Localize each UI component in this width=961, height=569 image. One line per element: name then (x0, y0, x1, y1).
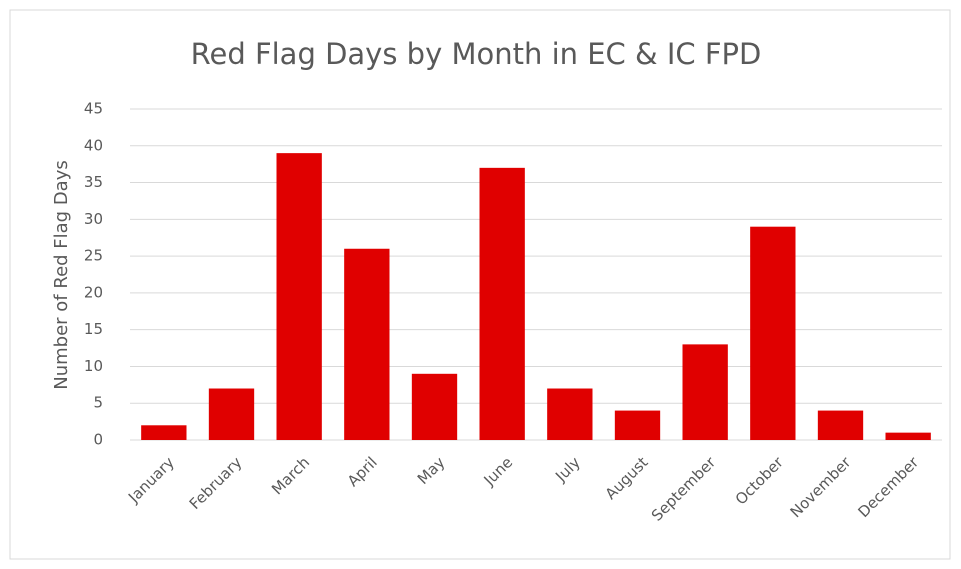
chart-title: Red Flag Days by Month in EC & IC FPD (191, 37, 762, 71)
bar (344, 248, 390, 440)
y-tick-label: 45 (84, 100, 103, 118)
y-tick-label: 35 (84, 173, 103, 191)
bar (614, 410, 661, 440)
y-tick-label: 40 (84, 136, 103, 154)
y-tick-label: 5 (93, 394, 103, 412)
bar (479, 167, 525, 440)
y-tick-label: 10 (84, 357, 103, 375)
bar (817, 410, 864, 440)
bar (276, 153, 322, 440)
bar (682, 344, 728, 440)
y-tick-label: 25 (84, 247, 103, 265)
y-tick-label: 30 (84, 210, 103, 228)
y-tick-label: 20 (84, 283, 103, 301)
bar (547, 388, 593, 440)
bar (750, 226, 796, 440)
bar (141, 425, 187, 440)
y-axis-label: Number of Red Flag Days (51, 160, 72, 389)
bar (885, 432, 931, 440)
y-tick-label: 15 (84, 320, 103, 338)
bar (208, 388, 255, 440)
bar (411, 373, 458, 440)
y-tick-label: 0 (93, 431, 103, 449)
